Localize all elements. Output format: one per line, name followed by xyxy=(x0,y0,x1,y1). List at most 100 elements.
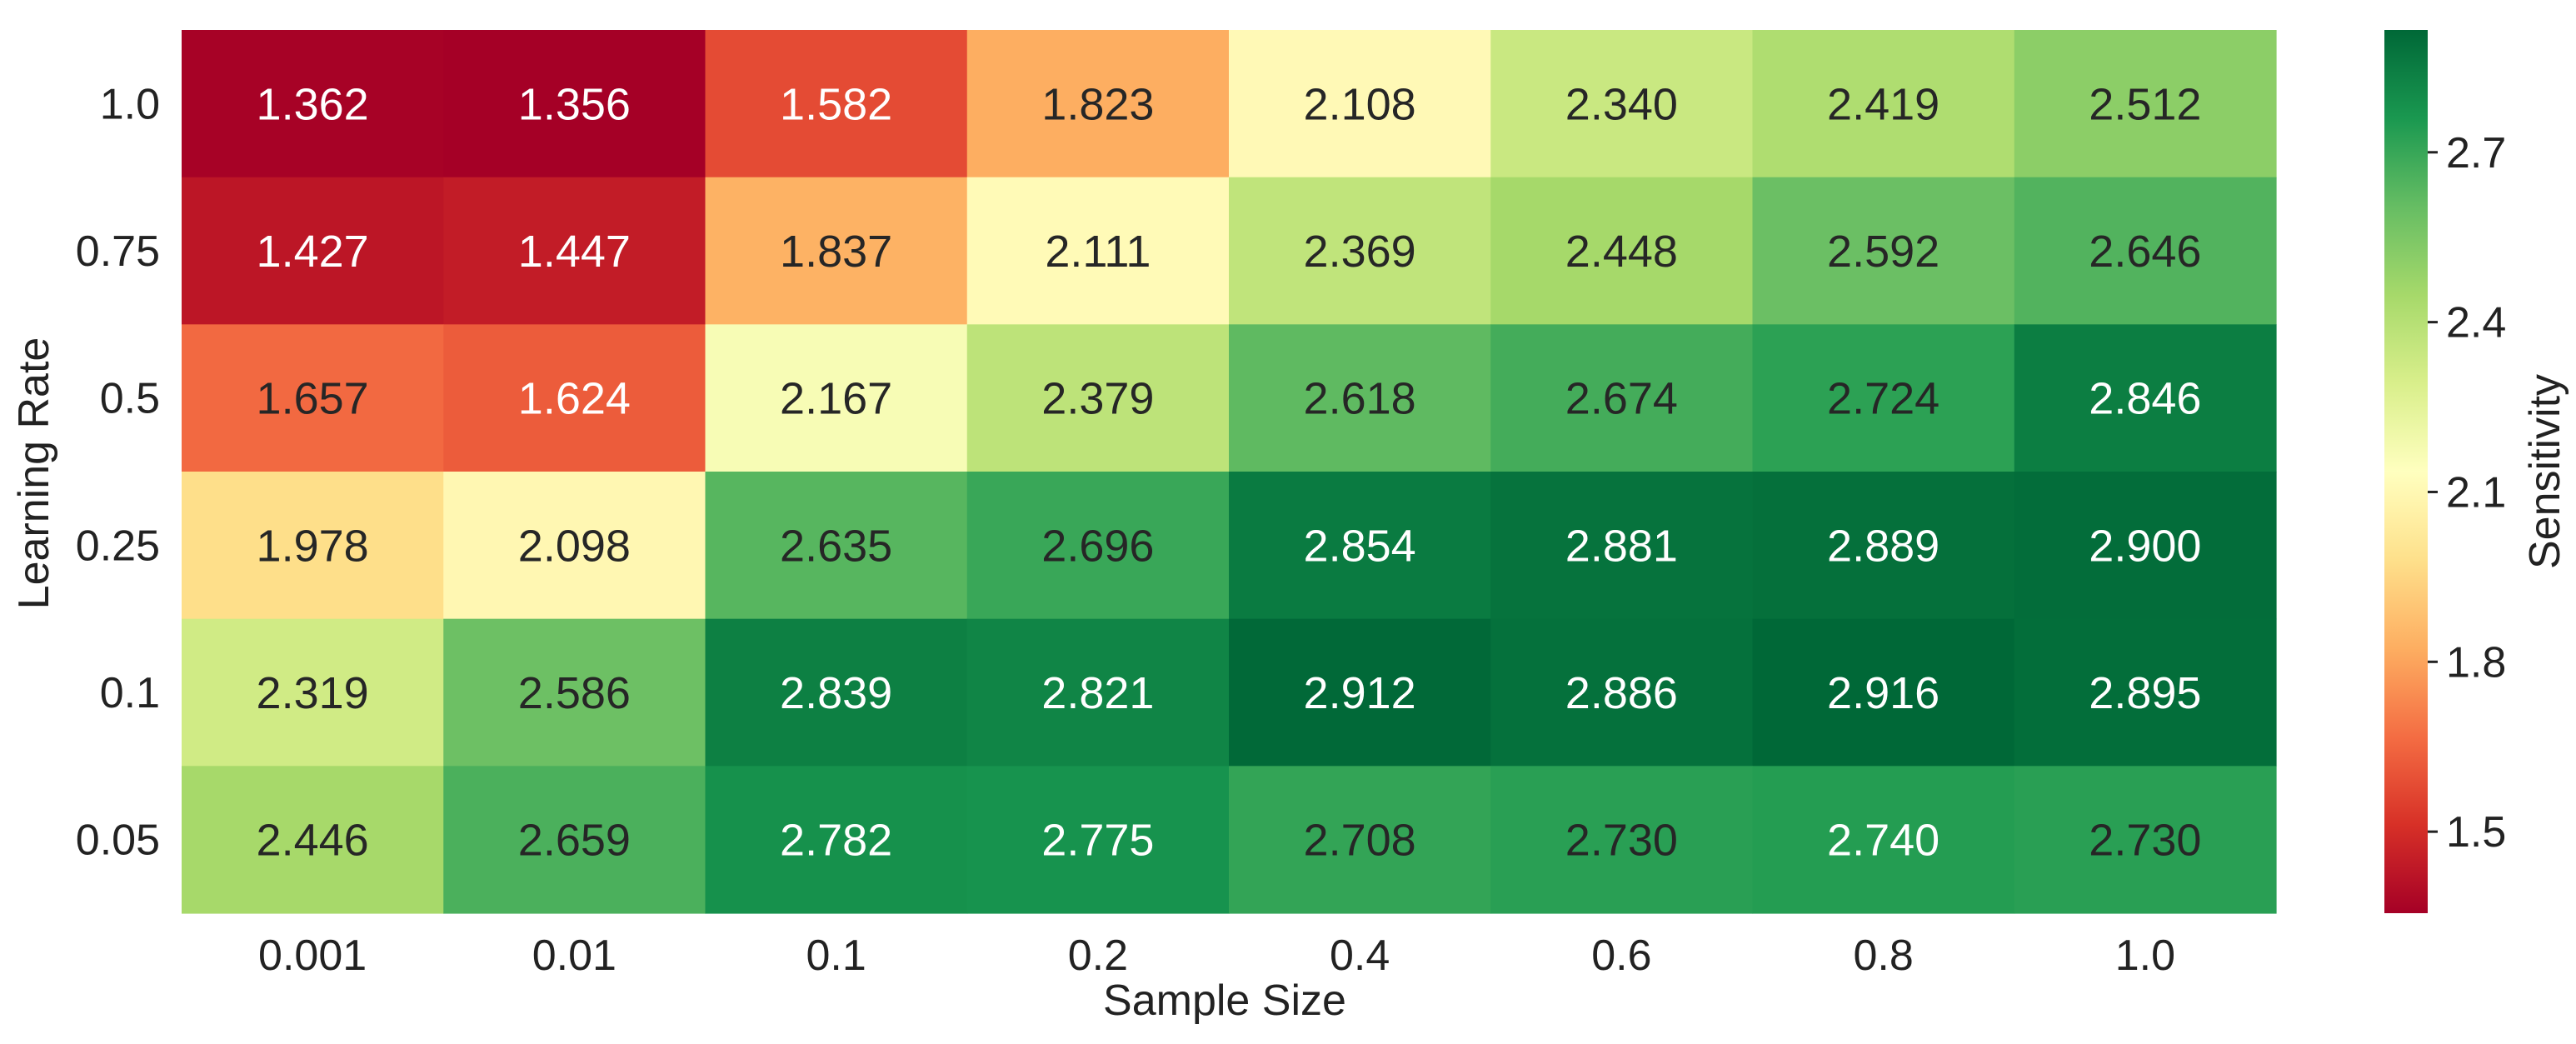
cell-value-label: 2.730 xyxy=(2089,816,2201,866)
heatmap-cell xyxy=(443,618,706,767)
heatmap-cell xyxy=(182,177,444,325)
cell-value-label: 2.674 xyxy=(1565,374,1678,424)
cell-value-label: 2.775 xyxy=(1041,816,1154,866)
x-tick-label: 0.8 xyxy=(1853,932,1913,980)
x-tick-label: 0.1 xyxy=(806,932,866,980)
cell-value-label: 2.098 xyxy=(518,521,631,571)
y-tick-label: 0.1 xyxy=(100,669,160,717)
heatmap-cell xyxy=(1752,618,2015,767)
x-tick-label: 0.6 xyxy=(1591,932,1651,980)
cell-value-label: 1.978 xyxy=(257,521,369,571)
heatmap-cell xyxy=(1490,177,1754,325)
heatmap-cell xyxy=(705,30,968,178)
heatmap-cell xyxy=(1752,766,2015,914)
cell-value-label: 2.618 xyxy=(1304,374,1416,424)
cell-value-label: 2.446 xyxy=(257,816,369,866)
heatmap-cell xyxy=(1490,766,1754,914)
heatmap-cell xyxy=(1490,324,1754,472)
heatmap-cell xyxy=(705,177,968,325)
heatmap-cell xyxy=(705,618,968,767)
cell-value-label: 2.839 xyxy=(780,668,892,718)
y-tick-label: 1.0 xyxy=(100,80,160,128)
heatmap-cell xyxy=(182,618,444,767)
heatmap-cell xyxy=(1752,324,2015,472)
heatmap-cell xyxy=(2014,177,2277,325)
cell-value-label: 2.782 xyxy=(780,816,892,866)
cell-value-label: 2.740 xyxy=(1827,816,1939,866)
heatmap-cell xyxy=(443,324,706,472)
x-tick-label: 0.01 xyxy=(532,932,617,980)
heatmap-cell xyxy=(966,618,1230,767)
heatmap-cell xyxy=(966,766,1230,914)
heatmap-cell xyxy=(1490,618,1754,767)
y-tick-label: 0.5 xyxy=(100,375,160,423)
heatmap-cell xyxy=(1229,766,1491,914)
heatmap-cell xyxy=(1229,618,1491,767)
cell-value-label: 1.362 xyxy=(257,79,369,129)
cell-value-label: 1.582 xyxy=(780,79,892,129)
heatmap-cell xyxy=(1490,472,1754,620)
heatmap-cell xyxy=(443,472,706,620)
cell-value-label: 2.916 xyxy=(1827,668,1939,718)
cell-value-label: 2.448 xyxy=(1565,227,1678,277)
cell-value-label: 2.846 xyxy=(2089,374,2201,424)
x-tick-label: 0.001 xyxy=(258,932,367,980)
heatmap-cell xyxy=(1752,472,2015,620)
heatmap-cell xyxy=(443,177,706,325)
cell-value-label: 1.823 xyxy=(1041,79,1154,129)
heatmap-cell xyxy=(1752,177,2015,325)
cell-value-label: 2.111 xyxy=(1045,227,1151,277)
cell-value-label: 1.657 xyxy=(257,374,369,424)
cell-value-label: 2.854 xyxy=(1304,521,1416,571)
heatmap-cell xyxy=(2014,472,2277,620)
x-tick-label: 0.2 xyxy=(1068,932,1128,980)
cell-value-label: 1.624 xyxy=(518,374,631,424)
cell-value-label: 2.635 xyxy=(780,521,892,571)
heatmap-cell xyxy=(705,324,968,472)
heatmap-cell xyxy=(1229,324,1491,472)
cell-value-label: 2.708 xyxy=(1304,816,1416,866)
colorbar-tick-label: 2.4 xyxy=(2446,299,2506,347)
colorbar-tick-label: 2.7 xyxy=(2446,129,2506,177)
cell-value-label: 2.419 xyxy=(1827,79,1939,129)
heatmap-cell xyxy=(2014,618,2277,767)
y-tick-label: 0.75 xyxy=(76,227,160,276)
heatmap-cell xyxy=(1229,177,1491,325)
heatmap-cell xyxy=(1752,30,2015,178)
cell-value-label: 1.356 xyxy=(518,79,631,129)
heatmap-cell xyxy=(966,177,1230,325)
cell-value-label: 2.895 xyxy=(2089,668,2201,718)
cell-value-label: 2.881 xyxy=(1565,521,1678,571)
cell-value-label: 2.730 xyxy=(1565,816,1678,866)
cell-value-label: 1.447 xyxy=(518,227,631,277)
x-tick-label: 1.0 xyxy=(2115,932,2175,980)
y-axis-title: Learning Rate xyxy=(10,337,58,610)
heatmap-cell xyxy=(443,766,706,914)
cell-value-label: 2.659 xyxy=(518,816,631,866)
heatmap-cell xyxy=(182,472,444,620)
heatmap-cell xyxy=(2014,30,2277,178)
heatmap-cell xyxy=(182,324,444,472)
cell-value-label: 2.340 xyxy=(1565,79,1678,129)
colorbar-tick-label: 2.1 xyxy=(2446,468,2506,517)
cell-value-label: 2.724 xyxy=(1827,374,1939,424)
heatmap-cell xyxy=(966,472,1230,620)
cell-value-label: 2.512 xyxy=(2089,79,2201,129)
heatmap-cell xyxy=(2014,324,2277,472)
cell-value-label: 2.912 xyxy=(1304,668,1416,718)
heatmap-cell xyxy=(1490,30,1754,178)
cell-value-label: 2.646 xyxy=(2089,227,2201,277)
heatmap-cell xyxy=(705,766,968,914)
cell-value-label: 2.592 xyxy=(1827,227,1939,277)
colorbar xyxy=(2384,30,2428,913)
x-tick-label: 0.4 xyxy=(1330,932,1390,980)
cell-value-label: 2.369 xyxy=(1304,227,1416,277)
heatmap-cell xyxy=(1229,30,1491,178)
heatmap-cell xyxy=(966,30,1230,178)
cell-value-label: 1.837 xyxy=(780,227,892,277)
cell-value-label: 2.108 xyxy=(1304,79,1416,129)
y-tick-label: 0.05 xyxy=(76,817,160,865)
y-tick-label: 0.25 xyxy=(76,522,160,570)
x-axis-title: Sample Size xyxy=(1103,977,1346,1025)
heatmap-cell xyxy=(705,472,968,620)
